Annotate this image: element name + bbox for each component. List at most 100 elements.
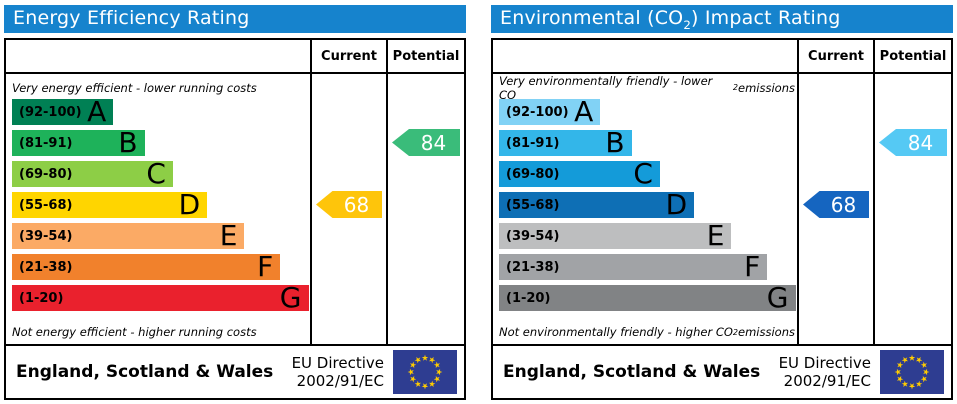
band-row-C: (69-80) C	[12, 157, 310, 190]
band-range-label: (55-68)	[19, 197, 73, 213]
band-bar-F: (21-38) F	[499, 250, 768, 283]
table-body-row: Very environmentally friendly - lower CO…	[493, 74, 951, 344]
co2-impact-panel: Environmental (CO2) Impact Rating Curren…	[491, 5, 953, 400]
band-row-D: (55-68) D	[12, 188, 310, 221]
band-range-label: (81-91)	[19, 135, 73, 151]
table-body-row: Very energy efficient - lower running co…	[6, 74, 464, 344]
band-row-G: (1-20) G	[12, 281, 310, 314]
band-letter-label: A	[574, 95, 594, 128]
co2-rating-table: Current Potential Very environmentally f…	[491, 38, 953, 400]
current-rating-value: 68	[830, 192, 857, 217]
band-letter-label: G	[279, 281, 302, 314]
note-sub: 2	[732, 83, 739, 92]
potential-rating-arrow: 84	[879, 129, 947, 156]
band-range-label: (69-80)	[19, 166, 73, 182]
band-letter-label: F	[257, 250, 274, 283]
band-row-D: (55-68) D	[499, 191, 797, 219]
band-range-label: (81-91)	[506, 135, 560, 151]
band-list: (92-100) A (81-91) B (69-80) C (55-68) D (39-54)…	[6, 95, 310, 314]
band-row-B: (81-91) B	[12, 129, 310, 157]
band-range-label: (1-20)	[506, 290, 551, 306]
band-row-G: (1-20) G	[499, 281, 797, 314]
bottom-note: Not energy efficient - higher running co…	[6, 316, 310, 344]
eu-directive-line1: EU Directive	[291, 354, 384, 372]
potential-rating-value: 84	[420, 130, 447, 155]
band-row-E: (39-54) E	[12, 219, 310, 252]
band-letter-label: F	[744, 250, 761, 283]
band-range-label: (21-38)	[506, 259, 560, 275]
region-label: England, Scotland & Wales	[16, 362, 274, 382]
band-range-label: (92-100)	[19, 104, 82, 120]
band-letter-label: E	[706, 219, 725, 252]
current-column-header: Current	[797, 40, 873, 72]
current-rating-column: 68	[310, 74, 386, 344]
table-header-row: Current Potential	[6, 40, 464, 74]
potential-rating-column: 84	[386, 74, 464, 344]
band-bar-G: (1-20) G	[499, 281, 796, 314]
potential-rating-column: 84	[873, 74, 951, 344]
note-post: emissions	[738, 325, 795, 339]
panel-title-text: Energy Efficiency Rating	[13, 7, 249, 32]
band-bar-D: (55-68) D	[499, 191, 695, 219]
energy-rating-table: Current Potential Very energy efficient …	[4, 38, 466, 400]
band-bar-G: (1-20) G	[12, 281, 309, 314]
note-post: emissions	[738, 80, 795, 95]
band-bar-C: (69-80) C	[12, 157, 173, 190]
band-bar-A: (92-100) A	[12, 95, 114, 128]
band-bar-A: (92-100) A	[499, 95, 601, 128]
band-row-B: (81-91) B	[499, 126, 797, 159]
band-bar-C: (69-80) C	[499, 157, 660, 190]
band-letter-label: E	[219, 219, 238, 252]
note-pre: Not environmentally friendly - higher CO	[499, 325, 733, 339]
note-pre: Very environmentally friendly - lower CO	[499, 74, 713, 102]
current-rating-value: 68	[343, 192, 370, 217]
band-range-label: (69-80)	[506, 166, 560, 182]
bottom-note: Not environmentally friendly - higher CO…	[493, 316, 797, 344]
title-sub: 2	[683, 17, 692, 32]
eu-directive-line1: EU Directive	[778, 354, 871, 372]
bands-header-cell	[493, 40, 797, 72]
title-post: ) Impact Rating	[691, 6, 841, 29]
current-rating-arrow: 68	[803, 191, 869, 218]
band-row-F: (21-38) F	[12, 250, 310, 283]
band-range-label: (1-20)	[19, 290, 64, 306]
band-row-A: (92-100) A	[499, 95, 797, 128]
band-row-C: (69-80) C	[499, 157, 797, 190]
eu-directive-label: EU Directive 2002/91/EC	[779, 354, 871, 390]
current-rating-column: 68	[797, 74, 873, 344]
band-letter-label: A	[87, 95, 107, 128]
band-letter-label: C	[633, 157, 653, 190]
band-letter-label: B	[605, 126, 625, 159]
band-row-E: (39-54) E	[499, 219, 797, 252]
eu-directive-label: EU Directive 2002/91/EC	[292, 354, 384, 390]
band-letter-label: G	[766, 281, 789, 314]
table-header-row: Current Potential	[493, 40, 951, 74]
eu-flag-icon	[880, 350, 944, 394]
band-row-F: (21-38) F	[499, 250, 797, 283]
title-pre: Energy Efficiency Rating	[13, 6, 250, 29]
band-bar-F: (21-38) F	[12, 250, 281, 283]
band-letter-label: C	[146, 157, 166, 190]
eu-directive-line2: 2002/91/EC	[783, 372, 871, 390]
potential-rating-arrow: 84	[392, 129, 460, 156]
potential-column-header: Potential	[873, 40, 951, 72]
band-row-A: (92-100) A	[12, 95, 310, 128]
bands-column: Very energy efficient - lower running co…	[6, 74, 310, 344]
co2-panel-title: Environmental (CO2) Impact Rating	[491, 5, 953, 33]
top-note: Very energy efficient - lower running co…	[6, 74, 310, 99]
top-note: Very environmentally friendly - lower CO…	[493, 74, 797, 102]
band-range-label: (92-100)	[506, 104, 569, 120]
eu-directive-line2: 2002/91/EC	[296, 372, 384, 390]
bands-header-cell	[6, 40, 310, 72]
energy-panel-title: Energy Efficiency Rating	[4, 5, 466, 33]
band-bar-B: (81-91) B	[499, 126, 632, 159]
band-range-label: (55-68)	[506, 197, 560, 213]
band-range-label: (21-38)	[19, 259, 73, 275]
band-list: (92-100) A (81-91) B (69-80) C (55-68) D (39-54)…	[493, 95, 797, 314]
band-letter-label: D	[178, 188, 201, 221]
potential-rating-value: 84	[907, 130, 934, 155]
band-bar-D: (55-68) D	[12, 188, 208, 221]
band-range-label: (39-54)	[506, 228, 560, 244]
